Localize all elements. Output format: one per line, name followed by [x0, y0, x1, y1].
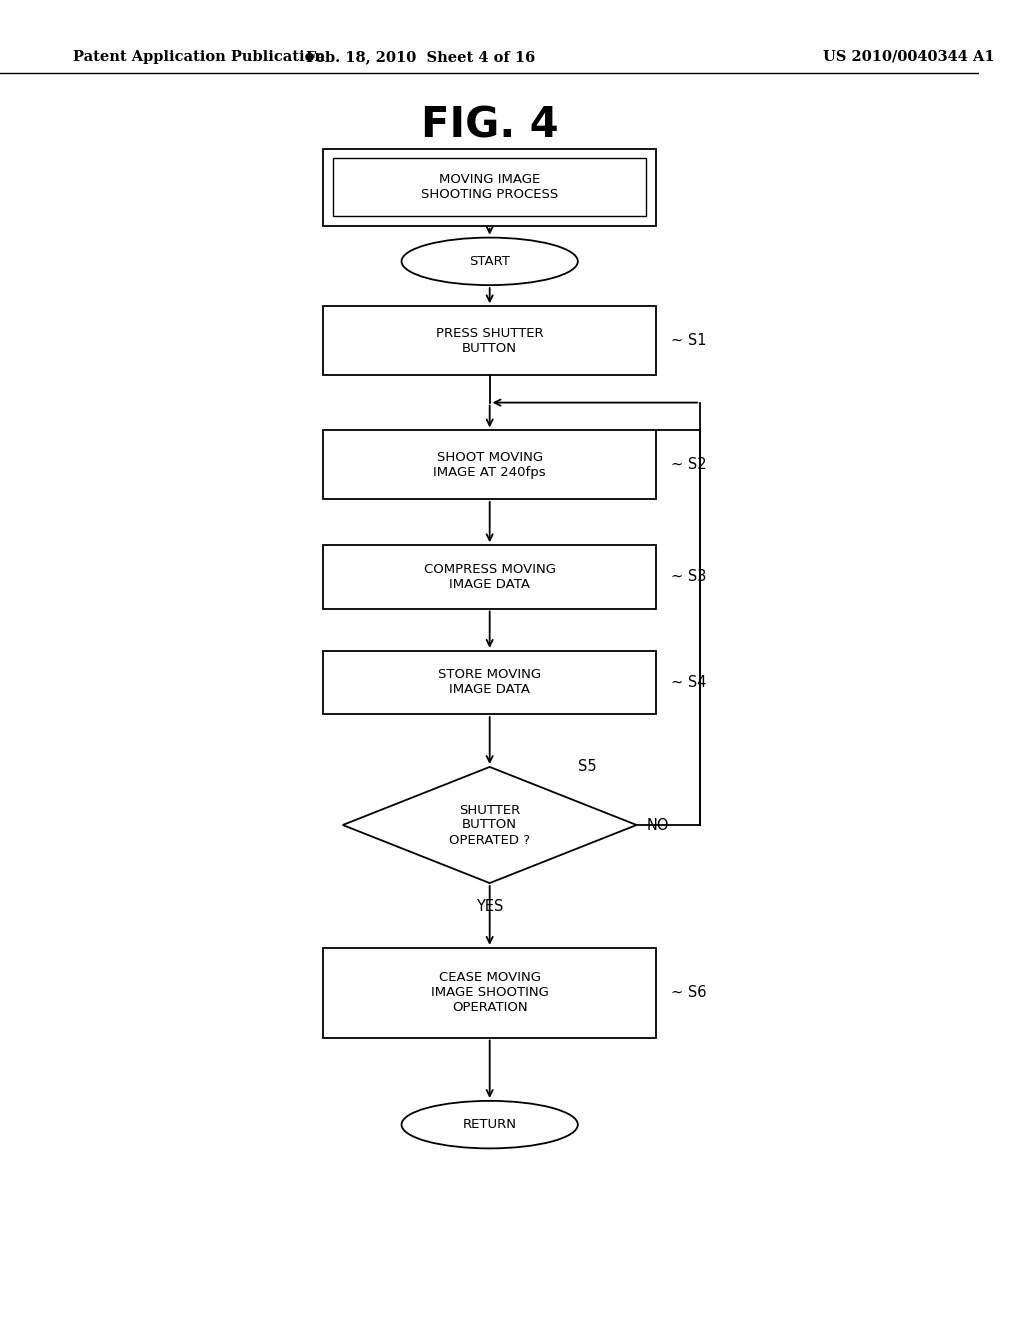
Text: MOVING IMAGE
SHOOTING PROCESS: MOVING IMAGE SHOOTING PROCESS [421, 173, 558, 202]
Text: YES: YES [476, 899, 504, 915]
Text: COMPRESS MOVING
IMAGE DATA: COMPRESS MOVING IMAGE DATA [424, 562, 556, 591]
FancyBboxPatch shape [324, 430, 656, 499]
Text: STORE MOVING
IMAGE DATA: STORE MOVING IMAGE DATA [438, 668, 542, 697]
Text: ~ S6: ~ S6 [671, 985, 707, 1001]
Text: ~ S1: ~ S1 [671, 333, 707, 348]
Text: NO: NO [646, 817, 669, 833]
Text: S5: S5 [578, 759, 596, 774]
Text: US 2010/0040344 A1: US 2010/0040344 A1 [822, 50, 994, 63]
Text: FIG. 4: FIG. 4 [421, 104, 558, 147]
Text: ~ S4: ~ S4 [671, 675, 707, 690]
Polygon shape [343, 767, 637, 883]
Text: RETURN: RETURN [463, 1118, 517, 1131]
Ellipse shape [401, 238, 578, 285]
Text: Feb. 18, 2010  Sheet 4 of 16: Feb. 18, 2010 Sheet 4 of 16 [306, 50, 536, 63]
FancyBboxPatch shape [324, 306, 656, 375]
Text: PRESS SHUTTER
BUTTON: PRESS SHUTTER BUTTON [436, 326, 544, 355]
FancyBboxPatch shape [324, 948, 656, 1038]
FancyBboxPatch shape [324, 545, 656, 609]
Text: Patent Application Publication: Patent Application Publication [74, 50, 326, 63]
Text: SHOOT MOVING
IMAGE AT 240fps: SHOOT MOVING IMAGE AT 240fps [433, 450, 546, 479]
Ellipse shape [401, 1101, 578, 1148]
Text: ~ S2: ~ S2 [671, 457, 707, 473]
FancyBboxPatch shape [324, 149, 656, 226]
Text: SHUTTER
BUTTON
OPERATED ?: SHUTTER BUTTON OPERATED ? [450, 804, 530, 846]
Text: ~ S3: ~ S3 [671, 569, 707, 585]
Text: START: START [469, 255, 510, 268]
FancyBboxPatch shape [333, 158, 646, 216]
FancyBboxPatch shape [324, 651, 656, 714]
Text: CEASE MOVING
IMAGE SHOOTING
OPERATION: CEASE MOVING IMAGE SHOOTING OPERATION [431, 972, 549, 1014]
